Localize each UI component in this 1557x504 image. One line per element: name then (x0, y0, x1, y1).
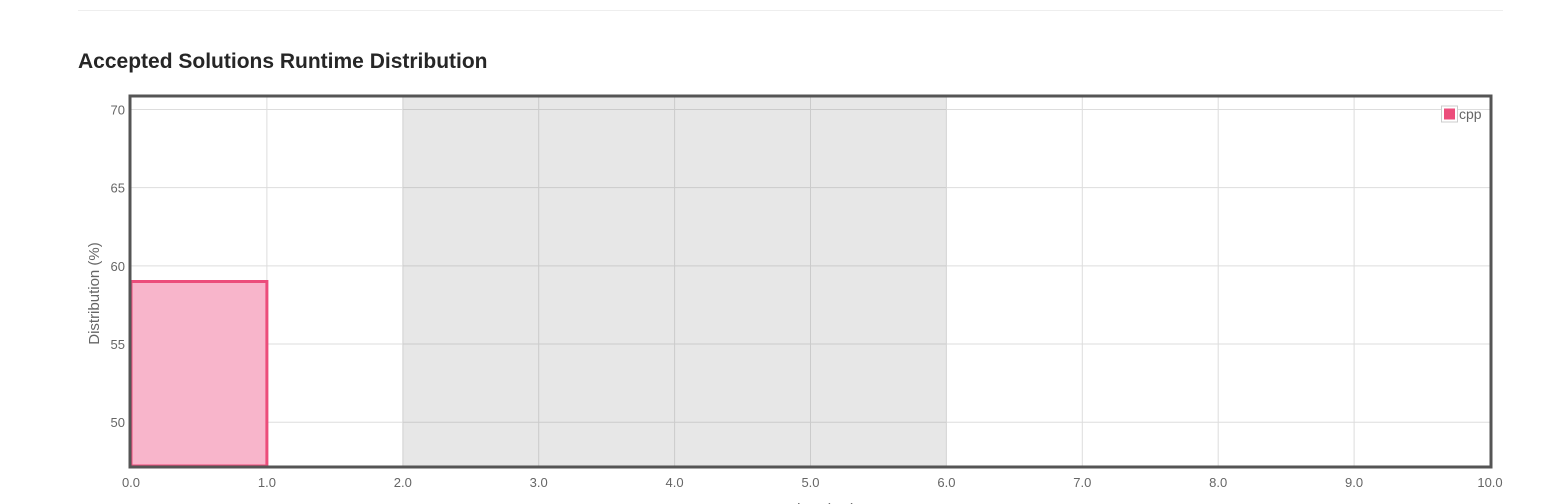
x-tick-label: 4.0 (666, 475, 684, 490)
y-tick-label: 55 (111, 337, 125, 352)
x-tick-label: 3.0 (530, 475, 548, 490)
legend[interactable]: cpp (1441, 105, 1482, 123)
y-tick-label: 65 (111, 181, 125, 196)
y-axis-ticks: 50 55 60 65 70 (111, 103, 125, 431)
x-tick-label: 9.0 (1345, 475, 1363, 490)
x-tick-label: 5.0 (801, 475, 819, 490)
x-tick-label: 10.0 (1477, 475, 1502, 490)
x-tick-label: 7.0 (1073, 475, 1091, 490)
x-tick-label: 8.0 (1209, 475, 1227, 490)
y-tick-label: 50 (111, 415, 125, 430)
bars (129, 280, 269, 468)
highlight-band-group (402, 97, 947, 466)
legend-swatch (1444, 108, 1455, 120)
x-tick-label: 1.0 (258, 475, 276, 490)
section-title: Accepted Solutions Runtime Distribution (78, 50, 488, 73)
histogram-bar (129, 280, 269, 468)
x-axis-ticks: 0.0 1.0 2.0 3.0 4.0 5.0 6.0 7.0 8.0 9.0 10.0 (122, 475, 1503, 490)
legend-label: cpp (1459, 106, 1482, 122)
y-tick-label: 70 (111, 103, 125, 118)
y-axis-title: Distribution (%) (86, 242, 103, 345)
top-divider (78, 10, 1503, 11)
highlight-band (402, 97, 947, 466)
x-tick-label: 0.0 (122, 475, 140, 490)
plot-area-frame (128, 94, 1493, 469)
x-tick-label: 2.0 (394, 475, 412, 490)
y-tick-label: 60 (111, 259, 125, 274)
x-axis-title: Runtime (ms) (765, 501, 855, 504)
x-tick-label: 6.0 (937, 475, 955, 490)
